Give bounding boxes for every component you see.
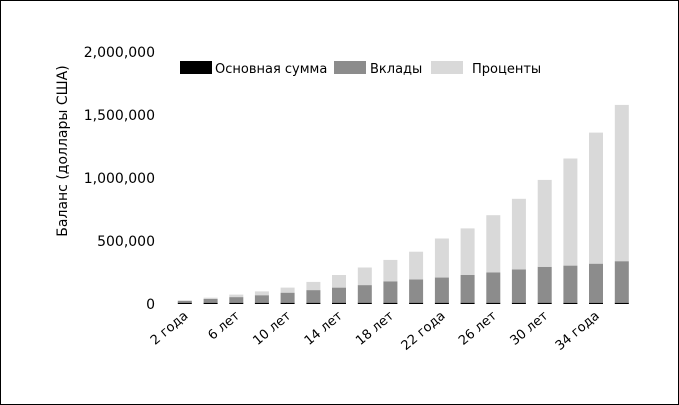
x-tick-label: 18 лет xyxy=(353,308,397,348)
legend-swatch-interest xyxy=(431,61,463,74)
bar-segment-interest xyxy=(460,228,475,275)
legend-label-interest: Проценты xyxy=(472,62,541,77)
bar-segment-interest xyxy=(486,215,501,273)
bar-segment-interest xyxy=(332,275,346,288)
bar-segment-contributions xyxy=(177,300,192,303)
bar-segment-principal xyxy=(614,302,629,304)
bar-segment-contributions xyxy=(614,261,629,303)
bar-segment-contributions xyxy=(511,269,526,303)
bar-segment-principal xyxy=(357,302,372,304)
bar-segment-principal xyxy=(177,302,192,304)
x-tick-label: 34 года xyxy=(553,309,603,354)
bar-segment-principal xyxy=(563,302,578,304)
bar-segment-contributions xyxy=(254,295,269,303)
bar-segment-interest xyxy=(434,238,449,278)
x-tick-label: 30 лет xyxy=(507,308,551,348)
bar-segment-interest xyxy=(280,287,295,293)
bar-segment-contributions xyxy=(486,272,501,303)
bar-segment-interest xyxy=(254,291,269,296)
bar-segment-contributions xyxy=(280,292,295,303)
x-tick-label: 14 лет xyxy=(302,308,346,348)
x-axis-tick-labels: 2 года 6 лет 10 лет 14 лет 18 лет 22 года 26 л… xyxy=(148,308,603,353)
bar-segment-interest xyxy=(563,158,578,266)
legend: Основная сумма Вклады Проценты xyxy=(180,61,541,77)
bar-segment-principal xyxy=(511,302,526,304)
bar-segment-interest xyxy=(357,267,372,286)
bar-segment-contributions xyxy=(332,287,346,303)
bar-segment-principal xyxy=(383,302,398,304)
bar-segment-interest xyxy=(614,104,629,262)
y-tick-label: 1,000,000 xyxy=(84,171,155,187)
bar-segment-interest xyxy=(589,132,603,264)
bar-segment-principal xyxy=(203,302,218,304)
y-tick-label: 1,500,000 xyxy=(84,108,155,124)
bar-segment-interest xyxy=(177,300,192,301)
bar-segment-principal xyxy=(409,302,424,304)
bar-segment-contributions xyxy=(357,285,372,303)
legend-label-contributions: Вклады xyxy=(370,62,422,77)
bar-segment-contributions xyxy=(203,299,218,303)
y-axis-tick-labels: 0 500,000 1,000,000 1,500,000 2,000,000 xyxy=(84,45,155,313)
bar-segment-principal xyxy=(306,302,321,304)
bar-segment-principal xyxy=(486,302,501,304)
bar-segment-contributions xyxy=(563,265,578,303)
bar-segment-interest xyxy=(306,281,321,291)
bar-segment-interest xyxy=(511,198,526,270)
bar-segment-principal xyxy=(434,302,449,304)
x-tick-label: 6 лет xyxy=(205,308,243,343)
bars xyxy=(177,104,629,304)
bar-segment-principal xyxy=(589,302,603,304)
bar-segment-principal xyxy=(460,302,475,304)
y-tick-label: 500,000 xyxy=(97,234,155,250)
bar-segment-contributions xyxy=(537,266,552,303)
x-tick-label: 10 лет xyxy=(250,308,294,348)
bar-segment-interest xyxy=(203,297,218,299)
legend-swatch-contributions xyxy=(334,61,366,74)
bar-segment-interest xyxy=(229,294,244,298)
bar-segment-principal xyxy=(280,302,295,304)
x-tick-label: 2 года xyxy=(148,309,191,349)
legend-label-principal: Основная сумма xyxy=(215,62,327,77)
bar-segment-principal xyxy=(229,302,244,304)
bar-segment-contributions xyxy=(460,275,475,303)
bar-segment-interest xyxy=(537,179,552,267)
bar-segment-contributions xyxy=(306,290,321,303)
y-axis-title: Баланс (доллары США) xyxy=(55,65,71,236)
bar-segment-interest xyxy=(383,259,398,282)
bar-segment-contributions xyxy=(434,277,449,303)
legend-swatch-principal xyxy=(180,61,212,74)
bar-segment-contributions xyxy=(589,263,603,303)
bar-segment-principal xyxy=(537,302,552,304)
x-tick-label: 22 года xyxy=(399,309,449,354)
bar-segment-contributions xyxy=(409,279,424,303)
bar-segment-contributions xyxy=(383,281,398,303)
bar-segment-contributions xyxy=(229,297,244,303)
y-tick-label: 0 xyxy=(146,297,155,313)
bar-segment-interest xyxy=(409,251,424,280)
bar-segment-principal xyxy=(254,302,269,304)
bar-segment-principal xyxy=(332,302,346,304)
y-tick-label: 2,000,000 xyxy=(84,45,155,61)
x-tick-label: 26 лет xyxy=(456,308,500,348)
